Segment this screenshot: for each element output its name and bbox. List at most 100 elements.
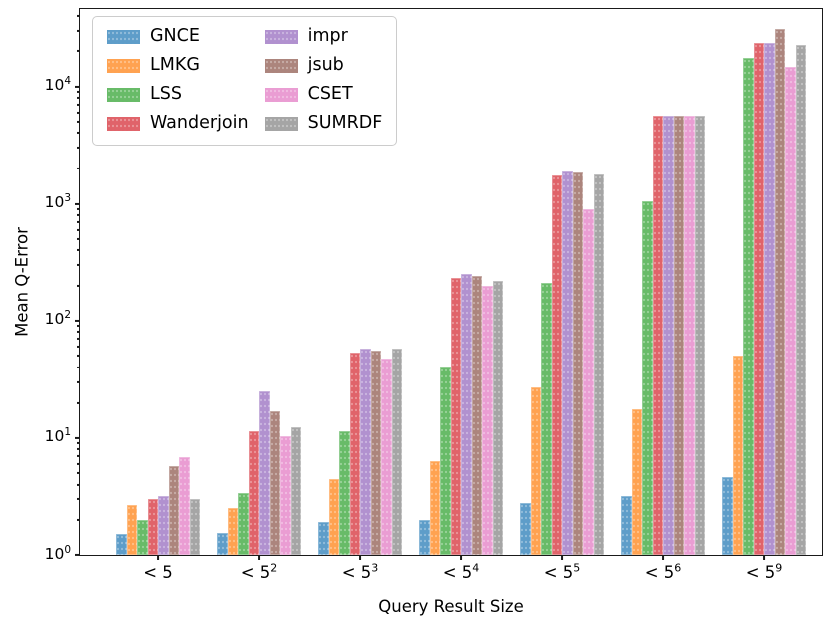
x-major-tick: [763, 555, 765, 560]
legend-item: jsub: [264, 54, 383, 77]
bar-lmkg: [126, 504, 137, 555]
bar-impr: [461, 274, 472, 555]
y-minor-tick: [77, 15, 80, 18]
bar-sumrdf: [593, 173, 604, 555]
legend-item: LSS: [107, 84, 249, 106]
bar-sumrdf: [694, 116, 705, 555]
y-minor-tick: [77, 208, 80, 211]
bar-jsub: [774, 29, 785, 555]
y-minor-tick: [77, 355, 80, 358]
bar-wanderjoin: [147, 499, 158, 555]
y-minor-tick: [77, 132, 80, 135]
bar-cset: [482, 285, 493, 555]
y-major-tick: [75, 436, 80, 439]
bar-jsub: [673, 116, 684, 555]
x-tick-label: < 5: [143, 563, 173, 582]
bar-wanderjoin: [551, 175, 562, 555]
bar-impr: [158, 495, 169, 555]
bar-jsub: [572, 172, 583, 555]
y-major-tick: [75, 85, 80, 88]
bar-gnce: [621, 495, 632, 555]
y-minor-tick: [77, 103, 80, 106]
y-minor-tick: [77, 249, 80, 252]
bar-jsub: [269, 410, 280, 555]
y-minor-tick: [77, 29, 80, 32]
bar-group: [722, 9, 806, 555]
y-minor-tick: [77, 518, 80, 521]
y-tick-label: 100: [44, 543, 71, 563]
bar-lmkg: [227, 508, 238, 555]
bar-jsub: [471, 276, 482, 555]
bar-wanderjoin: [753, 43, 764, 555]
bar-gnce: [116, 534, 127, 555]
y-minor-tick: [77, 97, 80, 99]
bar-sumrdf: [492, 280, 503, 555]
bar-sumrdf: [795, 45, 806, 555]
bar-group: [318, 9, 402, 555]
legend-swatch-icon: [264, 116, 298, 131]
bar-gnce: [318, 522, 329, 555]
x-axis-label: Query Result Size: [378, 597, 524, 616]
bar-gnce: [520, 502, 531, 555]
bar-cset: [684, 116, 695, 555]
legend-swatch-icon: [107, 116, 140, 131]
bar-wanderjoin: [652, 116, 663, 555]
legend-item: CSET: [264, 84, 383, 106]
y-minor-tick: [77, 284, 80, 287]
bar-wanderjoin: [450, 278, 461, 555]
bar-lss: [137, 519, 148, 555]
bar-sumrdf: [290, 426, 301, 555]
y-minor-tick: [77, 498, 80, 501]
y-minor-tick: [77, 455, 80, 457]
bar-cset: [280, 436, 291, 555]
y-minor-tick: [77, 263, 80, 266]
legend-label: jsub: [307, 54, 344, 75]
y-minor-tick: [77, 228, 80, 231]
legend-swatch-icon: [107, 87, 140, 102]
bar-lmkg: [631, 409, 642, 555]
y-minor-tick: [77, 331, 80, 334]
x-tick-label: < 53: [341, 561, 379, 582]
x-tick-label: < 54: [442, 561, 480, 582]
legend-item: LMKG: [107, 55, 249, 77]
y-minor-tick: [77, 91, 80, 93]
y-major-tick: [75, 202, 80, 205]
x-major-tick: [258, 555, 260, 560]
legend-label: LSS: [150, 83, 182, 104]
legend-swatch-icon: [107, 58, 140, 73]
bar-impr: [360, 348, 371, 555]
y-minor-tick: [77, 338, 80, 340]
x-tick-label: < 52: [240, 561, 278, 582]
bar-lss: [238, 492, 249, 555]
bar-lmkg: [429, 461, 440, 555]
legend-item: SUMRDF: [264, 113, 382, 135]
y-tick-label: 102: [44, 309, 71, 329]
y-minor-tick: [77, 472, 80, 475]
bar-lmkg: [732, 356, 743, 555]
legend-label: GNCE: [150, 26, 200, 46]
y-tick-label: 104: [44, 75, 71, 95]
bar-cset: [583, 209, 594, 555]
bar-gnce: [722, 477, 733, 555]
legend-label: LMKG: [150, 54, 200, 75]
bar-gnce: [217, 532, 228, 555]
bar-cset: [381, 359, 392, 555]
legend-label: Wanderjoin: [150, 112, 249, 133]
x-tick-label: < 56: [644, 561, 682, 582]
bar-lmkg: [530, 387, 541, 555]
bar-gnce: [419, 519, 430, 555]
y-minor-tick: [77, 111, 80, 114]
bar-group: [116, 9, 200, 555]
bar-sumrdf: [189, 499, 200, 555]
x-tick-label: < 55: [543, 561, 581, 582]
x-major-tick: [460, 555, 462, 560]
legend-swatch-icon: [264, 29, 298, 44]
y-minor-tick: [77, 238, 80, 240]
y-minor-tick: [77, 167, 80, 170]
legend-swatch-icon: [264, 58, 298, 73]
y-minor-tick: [77, 146, 80, 149]
legend-swatch-icon: [264, 87, 298, 102]
bar-group: [419, 9, 503, 555]
bar-lss: [339, 430, 350, 555]
plot-area: 100 101 102 103 104 < 5 < 52 < 53 < 54 < 55 < 56 < …: [45, 8, 823, 581]
